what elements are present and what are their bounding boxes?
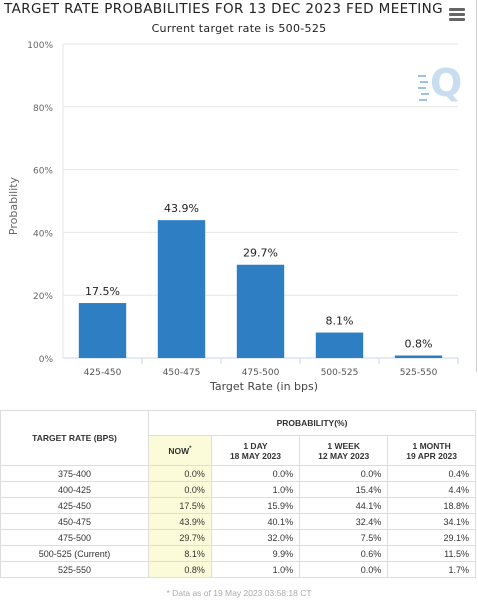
- column-header-line1: 1 DAY: [243, 440, 268, 451]
- table-cell: 0.0%: [299, 465, 389, 482]
- bar-500-525[interactable]: [315, 332, 364, 358]
- table-cell: 29.7%: [148, 529, 212, 546]
- x-tick-label: 425-450: [84, 368, 122, 378]
- table-cell: 44.1%: [299, 497, 389, 514]
- y-tick-label: 20%: [33, 292, 53, 302]
- y-tick-label: 60%: [33, 167, 53, 177]
- column-header-line1: NOW: [168, 445, 190, 456]
- bar-425-450[interactable]: [78, 303, 127, 358]
- column-header-line1: 1 MONTH: [412, 440, 451, 451]
- row-header: TARGET RATE (BPS): [0, 410, 149, 466]
- column-header-line2: 12 MAY 2023: [318, 450, 370, 461]
- probability-table: TARGET RATE (BPS) PROBABILITY(%) NOW* 1 D…: [0, 410, 476, 578]
- svg-text:Q: Q: [430, 61, 462, 105]
- y-tick-label: 80%: [33, 104, 53, 114]
- table-row: 475-500 29.7% 32.0% 7.5% 29.1%: [0, 529, 476, 546]
- hamburger-menu-icon[interactable]: [449, 8, 465, 22]
- footnote-marker: *: [189, 445, 192, 452]
- table-cell: 0.0%: [148, 465, 212, 482]
- table-cell: 9.9%: [210, 545, 301, 562]
- table-cell: 11.5%: [387, 545, 476, 562]
- table-cell: 1.0%: [210, 481, 301, 498]
- table-cell: 18.8%: [387, 497, 476, 514]
- x-tick-label: 525-550: [400, 368, 438, 378]
- data-label: 17.5%: [85, 285, 120, 298]
- row-label: 500-525 (Current): [0, 545, 149, 562]
- table-cell: 0.6%: [299, 545, 389, 562]
- row-label: 450-475: [0, 513, 149, 530]
- table-cell: 1.7%: [387, 561, 476, 578]
- column-header-3: 1 MONTH 19 APR 2023: [387, 435, 476, 466]
- row-label: 400-425: [0, 481, 149, 498]
- column-header-line1: 1 WEEK: [327, 440, 360, 451]
- table-row: 375-400 0.0% 0.0% 0.0% 0.4%: [0, 465, 476, 482]
- y-tick-label: 0%: [39, 355, 54, 365]
- table-row: 500-525 (Current) 8.1% 9.9% 0.6% 11.5%: [0, 545, 476, 562]
- y-axis-label: Probability: [7, 176, 20, 235]
- data-label: 8.1%: [326, 315, 354, 328]
- bar-525-550[interactable]: [394, 355, 443, 358]
- column-header-line2: 18 MAY 2023: [229, 450, 281, 461]
- table-cell: 7.5%: [299, 529, 389, 546]
- table-cell: 0.0%: [148, 481, 212, 498]
- row-label: 375-400: [0, 465, 149, 482]
- row-label: 525-550: [0, 561, 149, 578]
- data-timestamp-footnote: * Data as of 19 May 2023 03:58:18 CT: [166, 588, 312, 598]
- data-label: 29.7%: [243, 247, 278, 260]
- table-cell: 8.1%: [148, 545, 212, 562]
- gridlines: [62, 43, 458, 359]
- chart-subtitle: Current target rate is 500-525: [151, 22, 327, 35]
- data-label: 43.9%: [164, 202, 199, 215]
- table-cell: 15.4%: [299, 481, 389, 498]
- bar-475-500[interactable]: [236, 264, 285, 358]
- table-row: 450-475 43.9% 40.1% 32.4% 34.1%: [0, 513, 476, 530]
- column-header-2: 1 WEEK 12 MAY 2023: [299, 435, 389, 466]
- table-cell: 29.1%: [387, 529, 476, 546]
- chart-title: TARGET RATE PROBABILITIES FOR 13 DEC 202…: [4, 1, 443, 17]
- data-label: 0.8%: [405, 337, 433, 350]
- table-cell: 34.1%: [387, 513, 476, 530]
- table-cell: 0.4%: [387, 465, 476, 482]
- table-cell: 4.4%: [387, 481, 476, 498]
- table-row: 425-450 17.5% 15.9% 44.1% 18.8%: [0, 497, 476, 514]
- table-row: 525-550 0.8% 1.0% 0.0% 1.7%: [0, 561, 476, 578]
- table-cell: 0.8%: [148, 561, 212, 578]
- table-cell: 32.0%: [210, 529, 301, 546]
- bar-chart: 0% 20% 40% 60% 80% 100% Q 17.5% 43.9% 29.7% 8.1%…: [7, 41, 462, 393]
- table-cell: 17.5%: [148, 497, 212, 514]
- y-tick-label: 100%: [27, 41, 53, 51]
- table-cell: 15.9%: [210, 497, 301, 514]
- x-tick-label: 450-475: [163, 368, 201, 378]
- cme-q-logo: Q: [418, 61, 462, 105]
- bars: [78, 220, 443, 358]
- column-header-line2: 19 APR 2023: [406, 450, 457, 461]
- table-cell: 40.1%: [210, 513, 301, 530]
- bar-450-475[interactable]: [157, 220, 206, 358]
- table-cell: 1.0%: [210, 561, 301, 578]
- table-cell: 0.0%: [299, 561, 389, 578]
- x-axis-label: Target Rate (in bps): [209, 380, 318, 393]
- x-tick-label: 500-525: [321, 368, 359, 378]
- column-header-0: NOW*: [148, 435, 212, 466]
- table-cell: 32.4%: [299, 513, 389, 530]
- y-tick-label: 40%: [33, 229, 53, 239]
- table-cell: 43.9%: [148, 513, 212, 530]
- x-axis-ticks: 425-450 450-475 475-500 500-525 525-550: [84, 358, 459, 378]
- row-label: 425-450: [0, 497, 149, 514]
- row-label: 475-500: [0, 529, 149, 546]
- column-header-1: 1 DAY 18 MAY 2023: [210, 435, 301, 466]
- table-cell: 0.0%: [210, 465, 301, 482]
- group-header: PROBABILITY(%): [148, 410, 476, 436]
- data-labels: 17.5% 43.9% 29.7% 8.1% 0.8%: [85, 202, 432, 350]
- x-tick-label: 475-500: [242, 368, 280, 378]
- table-row: 400-425 0.0% 1.0% 15.4% 4.4%: [0, 481, 476, 498]
- y-axis-ticks: 0% 20% 40% 60% 80% 100%: [27, 41, 53, 365]
